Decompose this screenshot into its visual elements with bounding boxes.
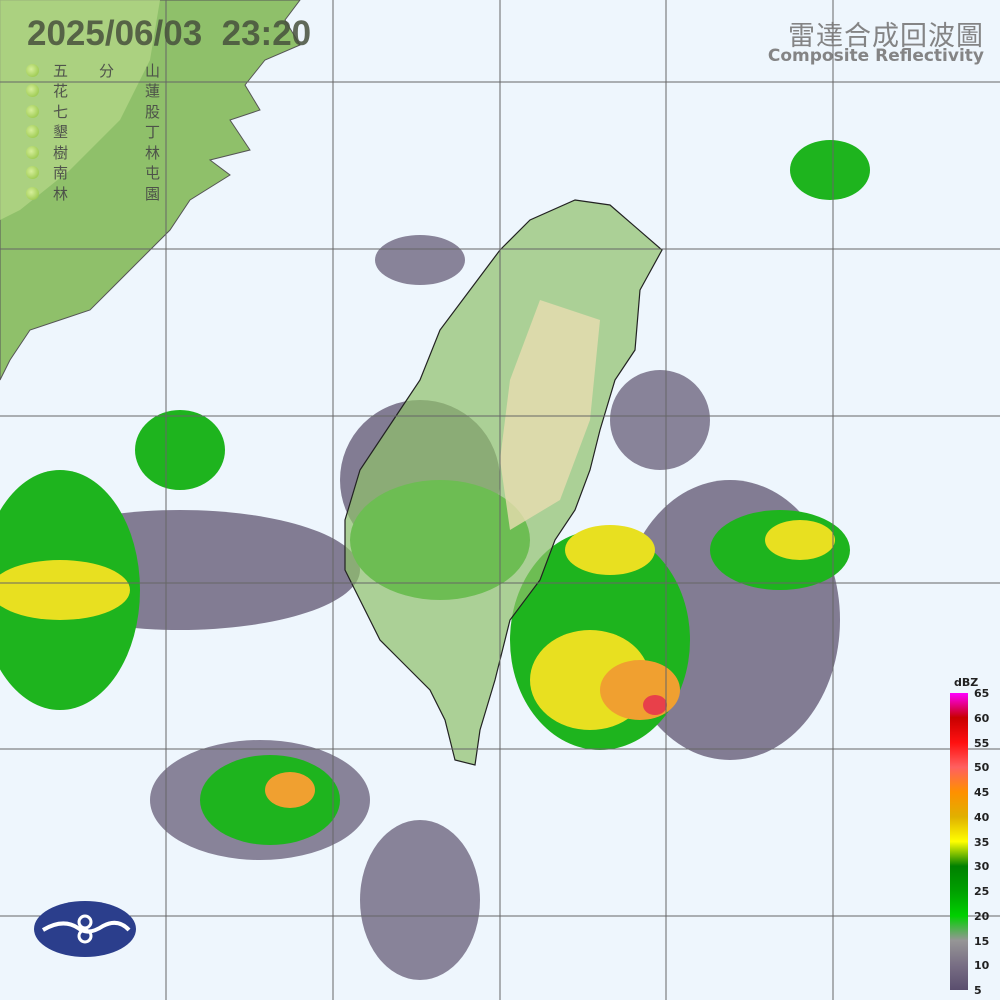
colorbar-tick: 5 — [974, 984, 982, 997]
colorbar-tick: 30 — [974, 860, 990, 874]
colorbar-tick: 40 — [974, 810, 990, 824]
station-item: 墾丁 — [26, 122, 191, 143]
station-char: 七 — [53, 102, 69, 121]
station-char: 山 — [145, 61, 161, 80]
colorbar-unit: dBZ — [954, 676, 979, 689]
station-char: 林 — [145, 143, 161, 162]
colorbar-tick: 20 — [974, 909, 990, 923]
station-char: 分 — [99, 61, 115, 80]
station-char: 屯 — [145, 164, 161, 183]
colorbar-tick: 10 — [974, 959, 990, 973]
radar-station-legend: 五分山花蓮七股墾丁樹林南屯林園 — [26, 60, 191, 204]
station-item: 南屯 — [26, 163, 191, 184]
station-char: 南 — [53, 164, 69, 183]
station-item: 五分山 — [26, 60, 191, 81]
colorbar-tick: 25 — [974, 885, 990, 898]
station-item: 花蓮 — [26, 81, 191, 102]
station-dot-icon — [26, 166, 39, 180]
station-char: 丁 — [145, 123, 161, 142]
station-dot-icon — [26, 84, 39, 98]
station-char: 股 — [145, 102, 161, 121]
colorbar-tick: 45 — [974, 786, 990, 799]
title-english: Composite Reflectivity — [767, 46, 984, 66]
colorbar-tick: 50 — [974, 761, 990, 775]
station-dot-icon — [26, 63, 39, 77]
colorbar-tick: 60 — [974, 711, 990, 725]
timestamp: 2025/06/03 23:20 — [27, 14, 312, 53]
station-char: 園 — [145, 184, 161, 203]
station-dot-icon — [26, 125, 39, 139]
station-char: 蓮 — [145, 82, 161, 101]
station-dot-icon — [26, 186, 39, 200]
station-char: 樹 — [53, 143, 69, 162]
colorbar-tick: 55 — [974, 736, 990, 750]
station-dot-icon — [26, 104, 39, 118]
station-char: 五 — [53, 61, 69, 80]
station-item: 樹林 — [26, 142, 191, 163]
colorbar-tick: 65 — [974, 687, 990, 700]
station-char: 林 — [53, 184, 69, 203]
colorbar-tick: 15 — [974, 934, 990, 948]
station-dot-icon — [26, 145, 39, 159]
title-chinese: 雷達合成回波圖 — [788, 21, 984, 52]
colorbar — [950, 693, 968, 990]
colorbar-tick: 35 — [974, 835, 990, 849]
station-char: 墾 — [53, 123, 69, 142]
station-char: 花 — [53, 82, 69, 101]
cwa-logo — [34, 901, 136, 957]
station-item: 七股 — [26, 101, 191, 122]
station-item: 林園 — [26, 183, 191, 204]
